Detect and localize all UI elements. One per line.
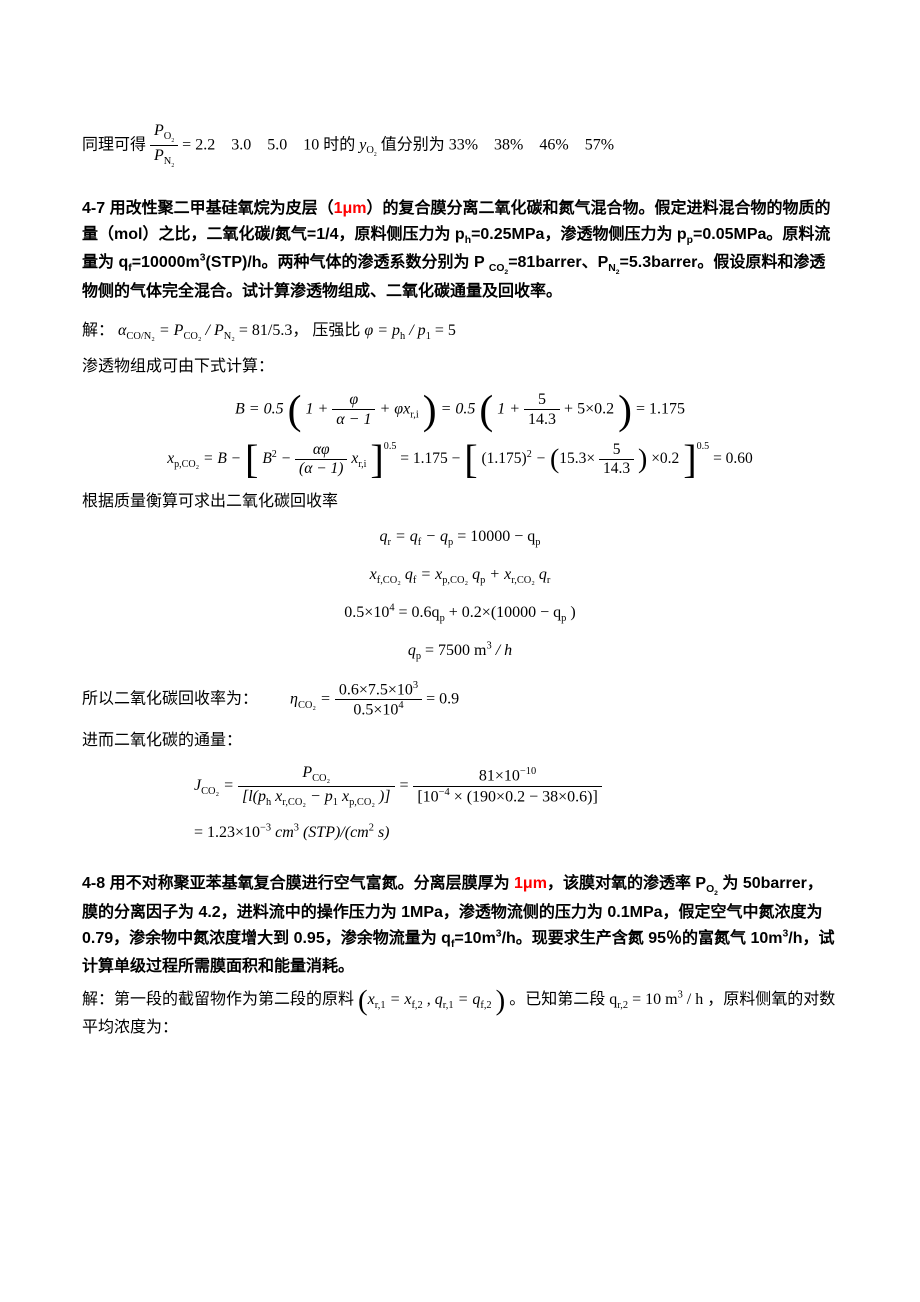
- flux-eq-2: = 1.23×10−3 cm3 (STP)/(cm2 s): [82, 820, 838, 846]
- solution-alpha: 解： αCO/N₂ = PCO₂ / PN₂ = 81/5.3， 压强比 φ =…: [82, 318, 838, 346]
- problem-4-8: 4-8 用不对称聚亚苯基氧复合膜进行空气富氮。分离层膜厚为 1μm，该膜对氧的渗…: [82, 871, 838, 979]
- flux-eq-1: JCO₂ = PCO₂ [l(ph xr,CO₂ − p1 xp,CO₂ )] …: [82, 763, 838, 809]
- text-mass-balance: 根据质量衡算可求出二氧化碳回收率: [82, 489, 838, 515]
- problem-4-7: 4-7 用改性聚二甲基硅氧烷为皮层（1μm）的复合膜分离二氧化碳和氮气混合物。假…: [82, 196, 838, 304]
- mass-balance-3: 0.5×104 = 0.6qp + 0.2×(10000 − qp ): [82, 600, 838, 628]
- mass-balance-4: qp = 7500 m3 / h: [82, 638, 838, 666]
- text: 同理可得: [82, 136, 146, 153]
- text-flux: 进而二氧化碳的通量：: [82, 728, 838, 754]
- mass-balance-2: xf,CO₂ qf = xp,CO₂ qp + xr,CO₂ qr: [82, 562, 838, 590]
- document-page: 同理可得 PO2 PN2 = 2.2 3.0 5.0 10 时的 yO2 值分别…: [0, 0, 920, 1302]
- solution-4-8: 解：第一段的截留物作为第二段的原料 ((xxr,1 = xf,2 , qr,1 …: [82, 987, 838, 1040]
- equation-B: B = 0.5 ( 1 + φα − 1 + φxr,i ) = 0.5 ( 1…: [82, 390, 838, 429]
- mass-balance-1: qr = qf − qp = 10000 − qp: [82, 524, 838, 552]
- text-permeate-comp: 渗透物组成可由下式计算：: [82, 354, 838, 380]
- fraction-po2-pn2: PO2 PN2: [150, 121, 178, 170]
- y-values: 值分别为 33% 38% 46% 57%: [381, 136, 614, 153]
- equation-xp: xp,CO₂ = B − [ B2 − αφ(α − 1) xr,i ]0.5 …: [82, 439, 838, 479]
- recovery-line: 所以二氧化碳回收率为： ηCO₂ = 0.6×7.5×103 0.5×104 =…: [82, 680, 838, 720]
- line-similarly: 同理可得 PO2 PN2 = 2.2 3.0 5.0 10 时的 yO2 值分别…: [82, 121, 838, 170]
- ratio-values: = 2.2 3.0 5.0 10: [182, 136, 319, 153]
